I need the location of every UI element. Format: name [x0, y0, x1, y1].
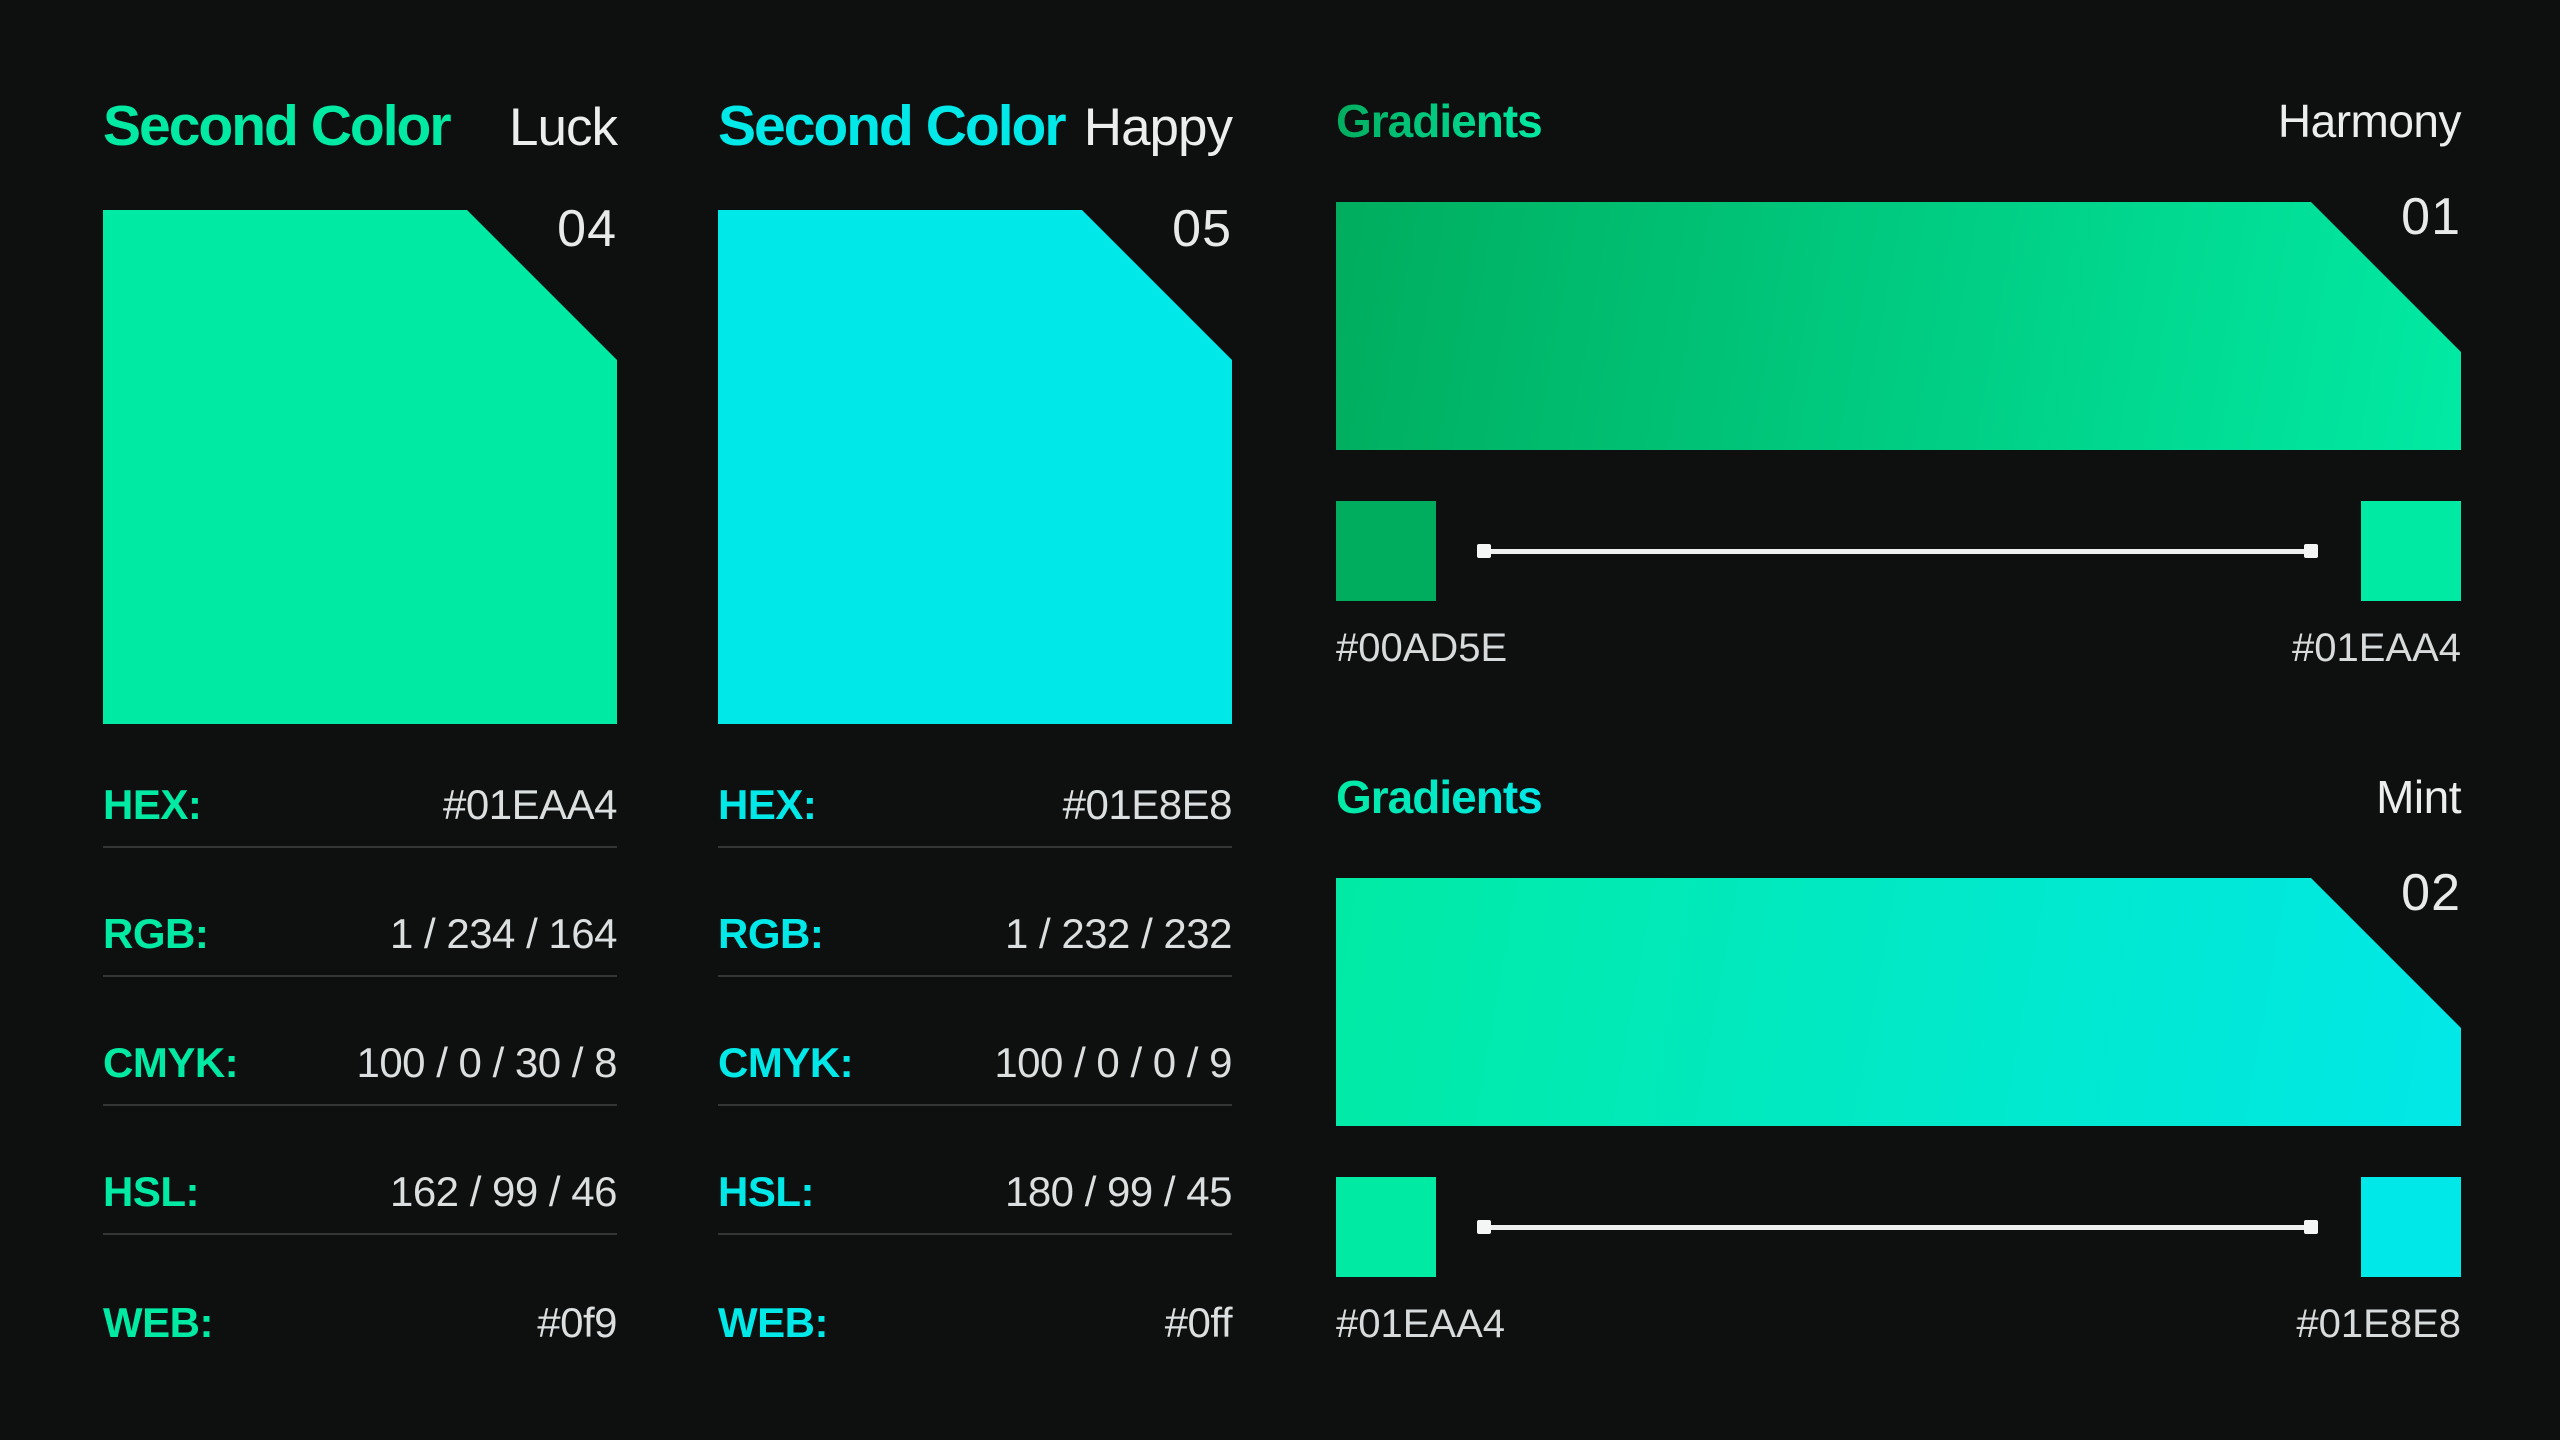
slider-handle-start[interactable]	[1477, 544, 1491, 558]
gradient-header: Gradients Harmony	[1336, 95, 2462, 147]
color-row-web: WEB: #0ff	[718, 1235, 1233, 1364]
row-value: #01EAA4	[443, 781, 617, 828]
gradient-stop-swatch-start	[1336, 501, 1436, 601]
color-card-luck: Second Color Luck 04 HEX: #01EAA4 RGB: 1…	[103, 94, 618, 1398]
card-color-name: Happy	[1083, 98, 1233, 157]
row-label: RGB:	[718, 910, 824, 957]
gradient-stop-swatch-end	[2361, 1177, 2461, 1277]
gradient-stop-label-end: #01EAA4	[2291, 626, 2461, 670]
row-label: HSL:	[718, 1168, 815, 1215]
gradient-bar	[1336, 202, 2461, 450]
gradient-section-harmony: Gradients Harmony 01 #00AD5E #01EAA4	[1336, 95, 2462, 688]
gradient-stop-label-start: #00AD5E	[1336, 626, 1508, 670]
card-title: Second Color	[103, 94, 452, 158]
slider-track[interactable]	[1484, 549, 2311, 554]
color-row-hsl: HSL: 162 / 99 / 46	[103, 1106, 618, 1235]
row-value: 100 / 0 / 0 / 9	[994, 1039, 1232, 1086]
slider-handle-end[interactable]	[2304, 1220, 2318, 1234]
color-row-cmyk: CMYK: 100 / 0 / 0 / 9	[718, 977, 1232, 1106]
gradient-slider	[1477, 544, 2318, 558]
gradients-column: Gradients Harmony 01 #00AD5E #01EAA4 Gra…	[1336, 95, 2462, 1398]
gradient-name: Mint	[2376, 771, 2461, 823]
row-label: WEB:	[103, 1299, 213, 1346]
row-value: 1 / 232 / 232	[1004, 910, 1233, 957]
slider-track[interactable]	[1484, 1225, 2311, 1230]
row-label: RGB:	[103, 910, 209, 957]
slider-handle-end[interactable]	[2304, 544, 2318, 558]
row-value: #01E8E8	[1062, 781, 1233, 828]
row-value: 100 / 0 / 30 / 8	[356, 1039, 617, 1086]
card-number: 04	[557, 200, 617, 258]
color-row-rgb: RGB: 1 / 232 / 232	[718, 848, 1233, 977]
gradient-stop-swatch-end	[2361, 501, 2461, 601]
card-number: 05	[1172, 200, 1232, 258]
gradient-name: Harmony	[2277, 95, 2462, 147]
card-color-name: Luck	[509, 98, 618, 157]
color-swatch	[103, 210, 617, 724]
gradient-bar	[1336, 878, 2461, 1126]
card-title: Second Color	[718, 94, 1067, 158]
gradient-stop-swatch-start	[1336, 1177, 1436, 1277]
color-card-happy: Second Color Happy 05 HEX: #01E8E8 RGB: …	[718, 94, 1233, 1398]
color-value-table: HEX: #01E8E8 RGB: 1 / 232 / 232 CMYK: 10…	[718, 719, 1233, 1364]
gradient-title: Gradients	[1336, 95, 1543, 147]
color-value-table: HEX: #01EAA4 RGB: 1 / 234 / 164 CMYK: 10…	[103, 719, 618, 1364]
row-value: #0f9	[537, 1299, 617, 1346]
row-value: 1 / 234 / 164	[389, 910, 618, 957]
card-header: Second Color Happy	[718, 94, 1233, 158]
card-header: Second Color Luck	[103, 94, 618, 158]
row-label: CMYK:	[103, 1039, 239, 1086]
row-value: 162 / 99 / 46	[389, 1168, 618, 1215]
color-row-cmyk: CMYK: 100 / 0 / 30 / 8	[103, 977, 617, 1106]
gradient-number: 01	[2401, 188, 2461, 246]
gradient-stop-label-end: #01E8E8	[2296, 1302, 2461, 1346]
color-row-hex: HEX: #01E8E8	[718, 719, 1233, 848]
gradient-slider	[1477, 1220, 2318, 1234]
gradient-stop-label-start: #01EAA4	[1336, 1302, 1506, 1346]
row-label: CMYK:	[718, 1039, 854, 1086]
row-value: 180 / 99 / 45	[1004, 1168, 1233, 1215]
row-label: HEX:	[718, 781, 817, 828]
slider-handle-start[interactable]	[1477, 1220, 1491, 1234]
row-value: #0ff	[1164, 1299, 1233, 1346]
color-row-hsl: HSL: 180 / 99 / 45	[718, 1106, 1233, 1235]
row-label: HSL:	[103, 1168, 200, 1215]
color-row-web: WEB: #0f9	[103, 1235, 617, 1364]
row-label: WEB:	[718, 1299, 828, 1346]
color-swatch	[718, 210, 1232, 724]
gradient-title: Gradients	[1336, 771, 1543, 823]
gradient-number: 02	[2401, 864, 2461, 922]
gradient-section-mint: Gradients Mint 02 #01EAA4 #01E8E8	[1336, 774, 2461, 1364]
color-row-hex: HEX: #01EAA4	[103, 719, 617, 848]
row-label: HEX:	[103, 781, 202, 828]
color-row-rgb: RGB: 1 / 234 / 164	[103, 848, 618, 977]
gradient-header: Gradients Mint	[1336, 774, 2461, 820]
